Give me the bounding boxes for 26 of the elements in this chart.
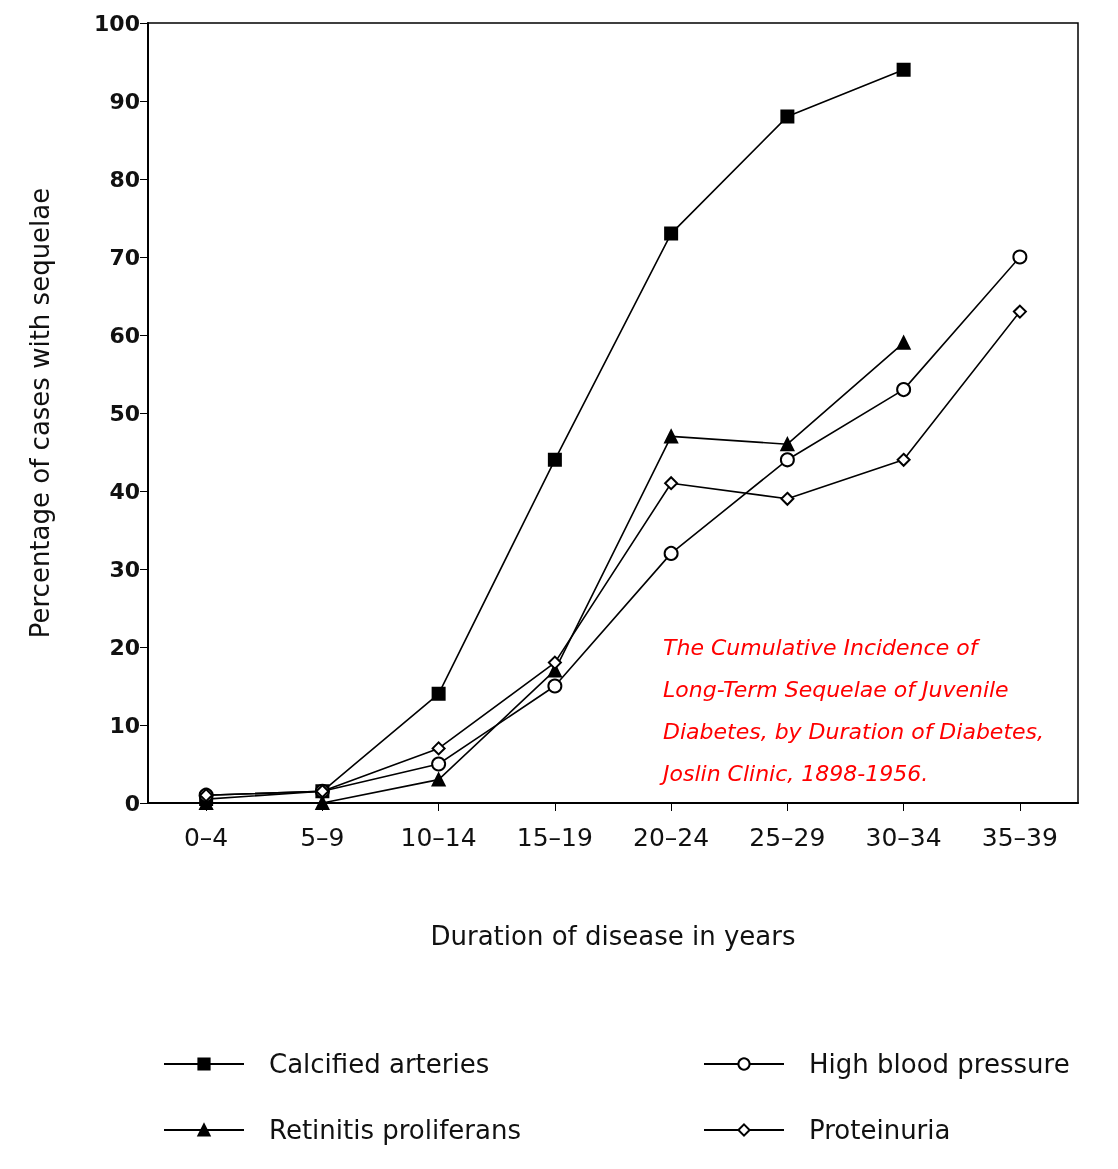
x-tick-label: 15–19 (516, 823, 593, 852)
legend-label: High blood pressure (809, 1049, 1070, 1079)
y-tick-label: 100 (94, 10, 140, 36)
y-tick-label: 80 (109, 166, 140, 192)
y-axis-title: Percentage of cases with sequelae (25, 187, 55, 639)
y-tick-label: 60 (109, 322, 140, 348)
x-tick-label: 5–9 (300, 823, 345, 852)
annotation: The Cumulative Incidence of Long-Term Sequelae of Juvenile Diabetes, by Duration of Diabetes, Joslin Clinic, 1898-1956. (659, 634, 1052, 786)
y-tick-label: 20 (109, 634, 140, 660)
x-tick-label: 10–14 (400, 823, 477, 852)
legend-label: Proteinuria (809, 1115, 951, 1145)
x-axis-title: Duration of disease in years (430, 921, 796, 951)
y-tick-label: 0 (124, 790, 140, 816)
x-tick-label: 35–39 (981, 823, 1058, 852)
y-tick-label: 90 (109, 88, 140, 114)
y-tick-label: 30 (109, 556, 140, 582)
y-tick-label: 10 (109, 712, 140, 738)
y-tick-label: 50 (109, 400, 140, 426)
legend-label: Retinitis proliferans (269, 1115, 522, 1145)
x-tick-label: 20–24 (633, 823, 710, 852)
x-tick-label: 30–34 (865, 823, 942, 852)
x-tick-label: 0–4 (183, 823, 229, 852)
legend-label: Calcified arteries (269, 1049, 490, 1079)
x-tick-label: 25–29 (749, 823, 826, 852)
y-tick-label: 70 (109, 244, 140, 270)
y-tick-label: 40 (109, 478, 140, 504)
